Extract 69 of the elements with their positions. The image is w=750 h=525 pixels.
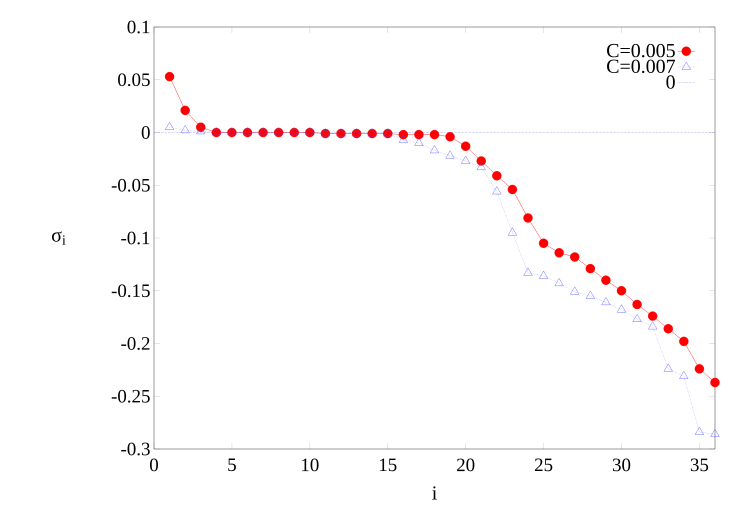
point bbox=[476, 162, 486, 170]
point bbox=[430, 130, 440, 140]
y-tick-label: 0 bbox=[142, 126, 150, 139]
x-tick-label: 5 bbox=[228, 458, 236, 472]
point bbox=[586, 290, 595, 299]
x-tick-label: 35 bbox=[690, 458, 708, 472]
point bbox=[523, 268, 533, 276]
legend-label: 0 bbox=[666, 75, 675, 89]
y-tick-label: -0.2 bbox=[121, 337, 150, 350]
point bbox=[414, 130, 424, 140]
point bbox=[476, 156, 486, 166]
point bbox=[398, 134, 408, 143]
point bbox=[616, 286, 626, 296]
point bbox=[460, 142, 470, 151]
point bbox=[679, 336, 689, 346]
point bbox=[461, 156, 470, 164]
y-tick-label: -0.1 bbox=[121, 232, 150, 244]
point bbox=[165, 122, 174, 130]
point bbox=[601, 276, 611, 285]
point bbox=[492, 186, 502, 194]
point bbox=[664, 324, 673, 334]
point bbox=[164, 72, 174, 82]
point bbox=[648, 321, 658, 330]
y-axis-title: σ$_{i}$ bbox=[52, 231, 66, 245]
point bbox=[570, 252, 580, 262]
point bbox=[508, 184, 518, 194]
point bbox=[586, 264, 596, 274]
point bbox=[492, 171, 502, 180]
legend-label: C=0.007 bbox=[607, 60, 676, 74]
point bbox=[694, 426, 704, 435]
point bbox=[601, 297, 610, 306]
point bbox=[446, 150, 455, 158]
x-tick-label: 25 bbox=[534, 458, 552, 472]
point bbox=[648, 311, 658, 321]
point bbox=[679, 371, 688, 379]
point bbox=[632, 300, 642, 310]
y-tick-label: -0.05 bbox=[112, 178, 150, 192]
point bbox=[523, 213, 533, 223]
point bbox=[414, 138, 424, 146]
point bbox=[180, 125, 190, 134]
x-tick-label: 15 bbox=[380, 458, 396, 472]
point bbox=[430, 145, 440, 154]
x-tick-label: 30 bbox=[612, 458, 630, 472]
point bbox=[508, 228, 517, 236]
point bbox=[398, 130, 408, 140]
point bbox=[664, 364, 673, 372]
point bbox=[710, 378, 720, 388]
y-tick-label: -0.25 bbox=[112, 390, 150, 403]
point bbox=[632, 314, 642, 322]
point bbox=[445, 132, 455, 142]
point bbox=[554, 278, 564, 286]
y-tick-label: 0.05 bbox=[118, 73, 150, 86]
point bbox=[538, 238, 548, 248]
point bbox=[196, 126, 206, 134]
y-tick-label: -0.3 bbox=[121, 442, 150, 456]
point bbox=[180, 106, 190, 116]
x-tick-label: 0 bbox=[150, 458, 158, 472]
x-axis-title: i bbox=[432, 486, 437, 500]
point bbox=[570, 286, 580, 295]
point bbox=[710, 429, 720, 437]
y-tick-label: 0.1 bbox=[128, 20, 150, 34]
point bbox=[616, 304, 626, 312]
point bbox=[539, 270, 548, 279]
legend-label: C=0.005 bbox=[607, 44, 675, 58]
y-tick-label: -0.15 bbox=[112, 284, 150, 298]
point bbox=[694, 364, 704, 374]
point bbox=[554, 248, 564, 258]
x-tick-label: 20 bbox=[457, 458, 474, 472]
x-tick-label: 10 bbox=[302, 458, 319, 472]
